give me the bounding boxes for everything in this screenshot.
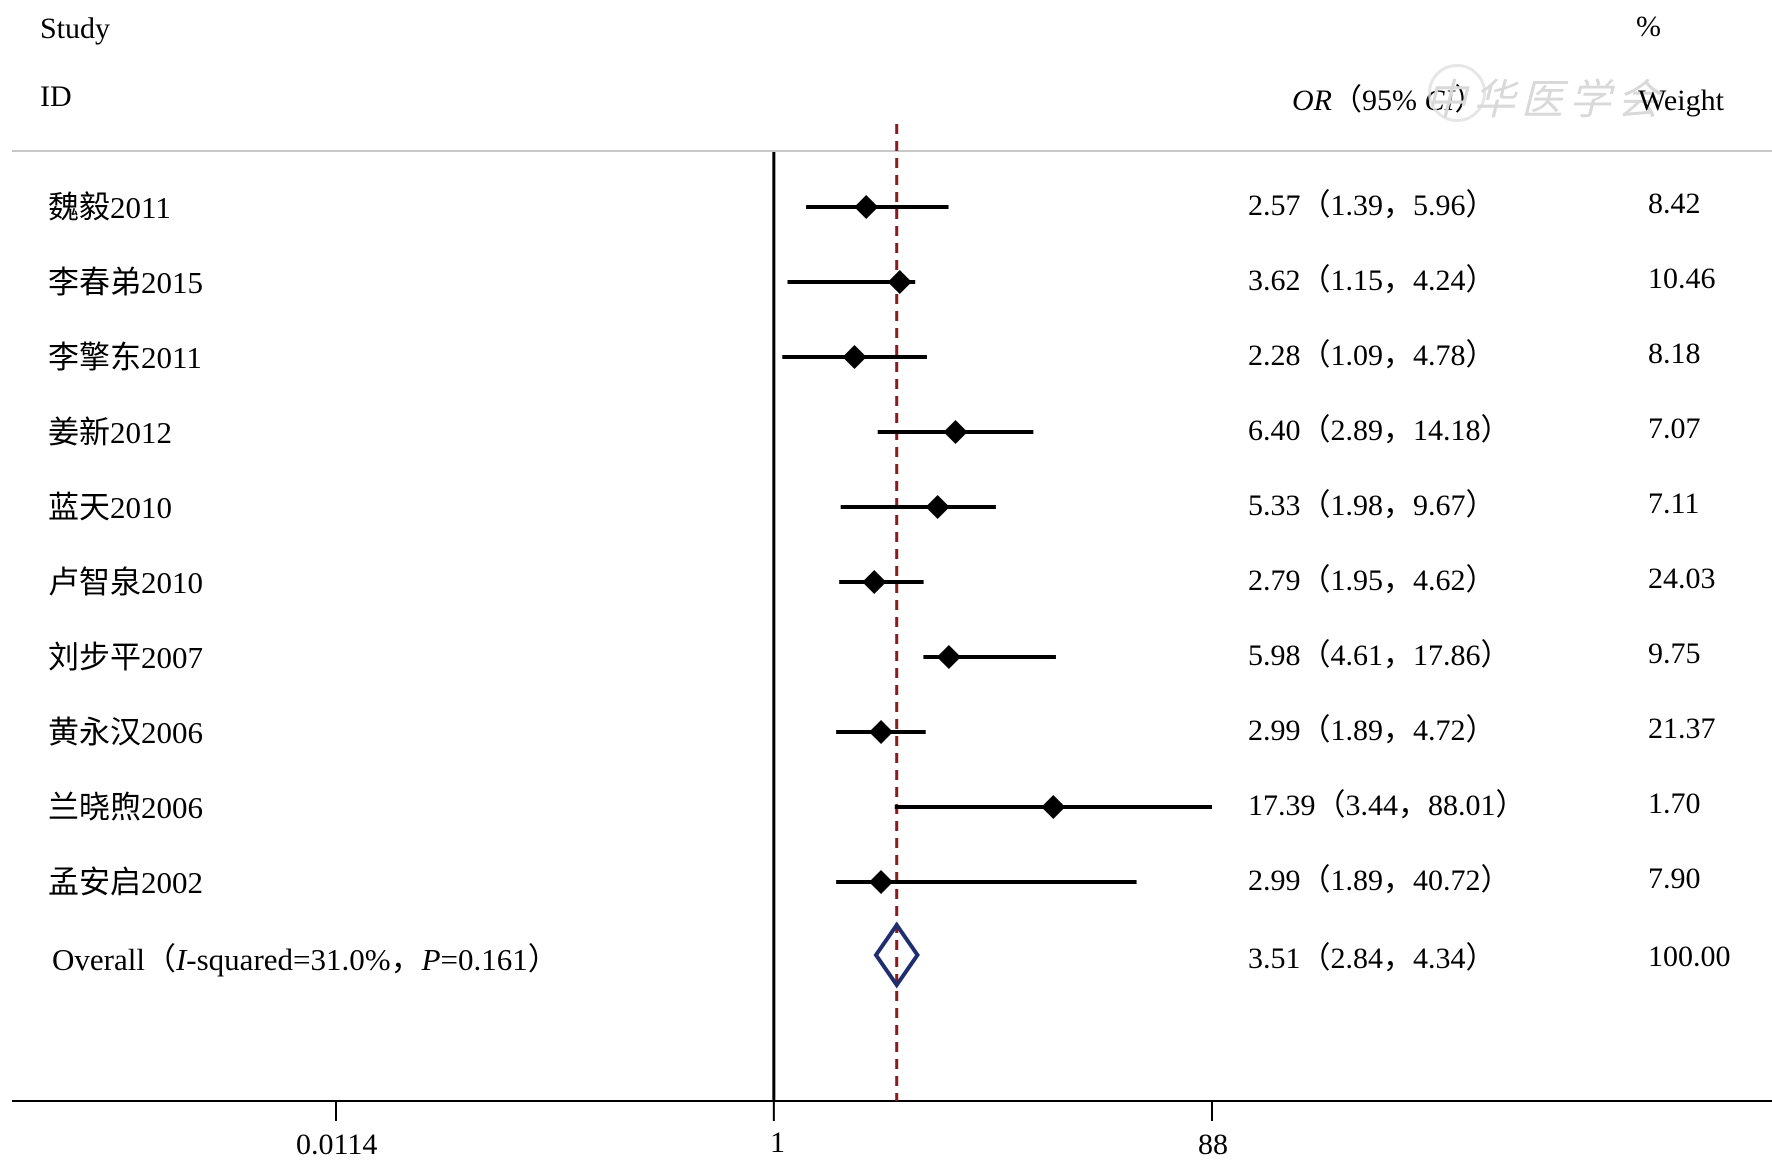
study-weight: 8.18: [1648, 337, 1701, 370]
study-weight: 1.70: [1648, 787, 1701, 820]
study-weight: 21.37: [1648, 712, 1716, 745]
point-marker-4: [925, 495, 950, 519]
point-marker-9: [869, 870, 894, 894]
overall-prefix: Overall（: [52, 942, 176, 977]
study-weight: 7.07: [1648, 412, 1701, 445]
study-ci-text: 2.28（1.09，4.78）: [1248, 339, 1496, 372]
study-ci-text: 2.99（1.89，4.72）: [1248, 714, 1496, 747]
header-study: Study: [40, 12, 111, 45]
header-id: ID: [40, 80, 72, 113]
overall-p: P: [421, 942, 441, 977]
study-ci-text: 6.40（2.89，14.18）: [1248, 414, 1511, 447]
study-label: 魏毅2011: [48, 190, 171, 225]
point-marker-8: [1041, 795, 1066, 819]
study-label: 孟安启2002: [48, 865, 203, 900]
point-marker-5: [862, 570, 887, 594]
point-marker-6: [936, 645, 961, 669]
study-weight: 24.03: [1648, 562, 1716, 595]
study-label: 黄永汉2006: [48, 715, 203, 750]
study-weight: 9.75: [1648, 637, 1701, 670]
study-label: 刘步平2007: [48, 640, 203, 675]
header-weight-pct: %: [1636, 10, 1661, 43]
study-ci-text: 2.99（1.89，40.72）: [1248, 864, 1511, 897]
study-weight: 10.46: [1648, 262, 1716, 295]
overall-weight: 100.00: [1648, 940, 1731, 973]
overall-label: Overall（I-squared=31.0%，P=0.161）: [52, 944, 559, 975]
study-weight: 8.42: [1648, 187, 1701, 220]
header-weight: Weight: [1638, 84, 1724, 117]
study-label: 蓝天2010: [48, 490, 172, 525]
point-marker-0: [854, 195, 879, 219]
overall-diamond: [873, 921, 920, 989]
or-label: OR: [1292, 84, 1332, 117]
study-ci-text: 3.62（1.15，4.24）: [1248, 264, 1496, 297]
watermark: 中华医学会: [1425, 78, 1666, 124]
tick-label-null: 1: [770, 1126, 785, 1159]
overall-i-value: -squared=31.0%，: [186, 942, 422, 977]
or-paren-open: （95%: [1332, 84, 1425, 117]
study-label: 兰晓煦2006: [48, 790, 203, 825]
study-ci-text: 2.79（1.95，4.62）: [1248, 564, 1496, 597]
watermark-seal-icon: [1428, 64, 1486, 122]
overall-ci-text: 3.51（2.84，4.34）: [1248, 942, 1496, 975]
overall-p-value: =0.161）: [440, 942, 559, 977]
point-marker-2: [842, 345, 867, 369]
overall-i: I: [175, 942, 187, 977]
study-ci-text: 17.39（3.44，88.01）: [1248, 789, 1526, 822]
study-ci-text: 5.33（1.98，9.67）: [1248, 489, 1496, 522]
tick-label-min: 0.0114: [296, 1128, 378, 1161]
study-label: 卢智泉2010: [48, 565, 203, 600]
tick-label-max: 88: [1198, 1128, 1228, 1161]
study-label: 李擎东2011: [48, 340, 202, 375]
study-weight: 7.11: [1648, 487, 1700, 520]
study-ci-text: 2.57（1.39，5.96）: [1248, 189, 1496, 222]
study-weight: 7.90: [1648, 862, 1701, 895]
point-marker-7: [869, 720, 894, 744]
study-ci-text: 5.98（4.61，17.86）: [1248, 639, 1511, 672]
study-label: 姜新2012: [48, 415, 172, 450]
point-marker-1: [887, 270, 912, 294]
point-marker-3: [943, 420, 968, 444]
study-label: 李春弟2015: [48, 265, 203, 300]
